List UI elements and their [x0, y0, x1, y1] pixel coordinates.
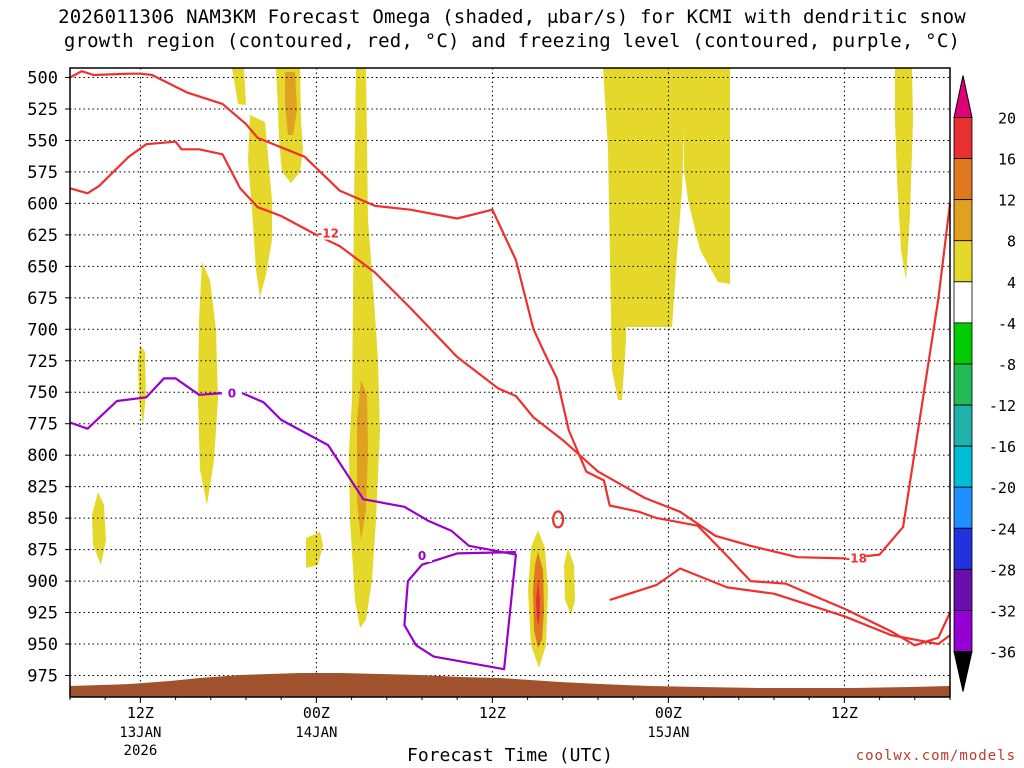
contour-dgz-loop [552, 510, 565, 529]
omega-blob [285, 72, 297, 135]
colorbar-swatch [953, 240, 973, 283]
contour-lines [69, 70, 952, 692]
terrain-ground [70, 673, 950, 697]
x-axis-title: Forecast Time (UTC) [407, 745, 613, 766]
colorbar-bottom-arrow [953, 651, 973, 692]
y-tick-label: 525 [27, 100, 58, 120]
y-tick-label: 575 [27, 163, 58, 183]
colorbar-swatch [953, 322, 973, 365]
y-tick-label: 925 [27, 604, 58, 624]
omega-blob [92, 492, 106, 565]
y-tick-label: 675 [27, 289, 58, 309]
colorbar-label: 16 [998, 151, 1016, 169]
contour-dgz-lower-b [609, 567, 951, 646]
y-tick-label: 950 [27, 635, 58, 655]
contour-label: -12 [317, 227, 339, 241]
colorbar-label: -16 [989, 438, 1016, 456]
y-tick-label: 800 [27, 446, 58, 466]
colorbar-label: -8 [998, 356, 1016, 374]
y-tick-label: 775 [27, 415, 58, 435]
contour-dgz-upper [69, 140, 952, 560]
colorbar-swatch [953, 445, 973, 488]
colorbar-label: -12 [989, 397, 1016, 415]
colorbar-swatch [953, 486, 973, 529]
omega-blob [198, 262, 218, 505]
omega-blob [895, 68, 913, 280]
y-tick-label: 850 [27, 509, 58, 529]
colorbar-label: 12 [998, 192, 1016, 210]
y-tick-label: 700 [27, 320, 58, 340]
y-tick-label: 600 [27, 194, 58, 214]
colorbar-swatch [953, 568, 973, 611]
contour-label-bg [412, 547, 432, 562]
x-tick-year: 2026 [124, 743, 158, 759]
x-tick-date: 13JAN [119, 725, 161, 741]
colorbar-label: -28 [989, 561, 1016, 579]
colorbar-swatch [953, 117, 973, 159]
omega-blob [536, 580, 540, 625]
y-tick-label: 875 [27, 541, 58, 561]
contour-freezing-level [69, 377, 517, 671]
plot-frame [69, 67, 951, 698]
y-tick-label: 825 [27, 478, 58, 498]
chart-title-line1: 2026011306 NAM3KM Forecast Omega (shaded… [58, 6, 966, 28]
contour-label: -18 [845, 551, 867, 565]
contour-label-bg [846, 550, 867, 565]
colorbar-label: -20 [989, 479, 1016, 497]
colorbar-label: 20 [998, 110, 1016, 128]
y-tick-label: 725 [27, 352, 58, 372]
omega-blob [248, 115, 272, 297]
colorbar-swatch [953, 610, 973, 652]
credit-text: coolwx.com/models [855, 748, 1016, 764]
x-tick-date: 14JAN [295, 725, 337, 741]
y-tick-label: 900 [27, 572, 58, 592]
y-tick-label: 550 [27, 131, 58, 151]
contour-label-bg [221, 385, 242, 400]
x-tick-label: 12Z [831, 704, 858, 722]
contour-label: 0 [418, 549, 426, 563]
x-tick-label: 12Z [479, 704, 506, 722]
y-tick-label: 650 [27, 257, 58, 277]
colorbar-swatch [953, 199, 973, 242]
colorbar-label: 8 [1007, 233, 1016, 251]
colorbar-label: -24 [989, 520, 1016, 538]
x-axis: 12Z 13JAN 2026 00Z 14JAN 12Z 00Z 15JAN 12Z [69, 697, 951, 759]
colorbar-swatch [953, 404, 973, 447]
colorbar-swatch [953, 158, 973, 201]
x-tick-date: 15JAN [647, 725, 689, 741]
x-tick-label: 12Z [127, 704, 154, 722]
y-tick-label: 625 [27, 226, 58, 246]
x-tick-label: 00Z [303, 704, 330, 722]
y-tick-label: 750 [27, 383, 58, 403]
y-axis: 500 525 550 575 600 625 650 675 700 725 750 775 800 8… [27, 69, 70, 687]
omega-blob [232, 68, 246, 105]
contour-label-bg [318, 225, 339, 240]
x-tick-label: 00Z [655, 704, 682, 722]
colorbar-label: -4 [998, 315, 1016, 333]
colorbar: 20 16 12 8 4 -4 -8 -12 -16 -20 -24 -28 -32 -36 [953, 75, 1016, 692]
omega-blob [603, 68, 686, 400]
chart-grid [70, 68, 950, 697]
y-tick-label: 975 [27, 667, 58, 687]
colorbar-swatch [953, 527, 973, 570]
colorbar-swatch [953, 363, 973, 406]
contour-dgz-lower [69, 70, 951, 647]
y-tick-label: 500 [27, 69, 58, 89]
chart-title-line2: growth region (contoured, red, °C) and f… [63, 30, 961, 52]
colorbar-label: -36 [989, 644, 1016, 662]
colorbar-label: 4 [1007, 274, 1016, 292]
contour-label: 0 [228, 386, 236, 400]
colorbar-swatch [953, 281, 973, 324]
colorbar-label: -32 [989, 602, 1016, 620]
omega-blob [684, 68, 730, 284]
contour-labels: -12 -18 0 0 [221, 225, 867, 565]
